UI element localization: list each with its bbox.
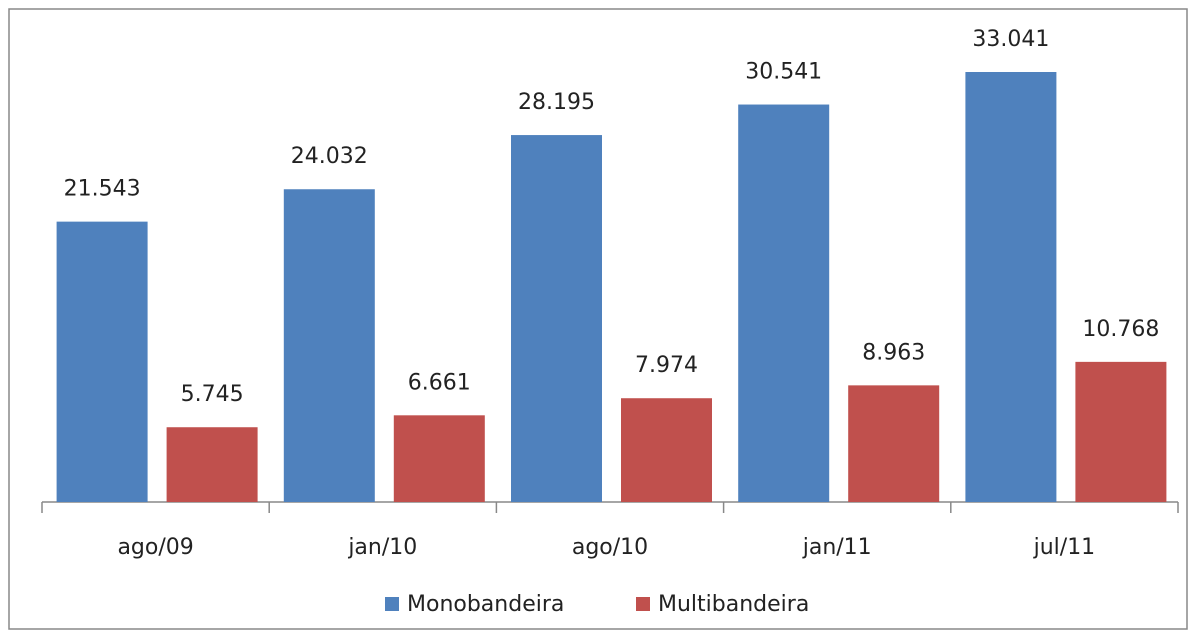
bar bbox=[283, 189, 375, 503]
data-label: 6.661 bbox=[408, 370, 471, 395]
legend-swatch bbox=[385, 597, 399, 611]
bar bbox=[166, 427, 258, 502]
data-label: 10.768 bbox=[1082, 317, 1159, 342]
legend-swatch bbox=[636, 597, 650, 611]
bar bbox=[621, 398, 712, 502]
bar bbox=[393, 415, 485, 502]
bar bbox=[511, 135, 602, 502]
data-label: 7.974 bbox=[635, 353, 698, 378]
x-tick-label: jan/11 bbox=[802, 535, 872, 560]
x-tick-label: jan/10 bbox=[347, 535, 417, 560]
data-label: 21.543 bbox=[64, 177, 141, 202]
x-tick-label: ago/09 bbox=[117, 535, 193, 560]
bar bbox=[965, 72, 1057, 502]
data-label: 24.032 bbox=[291, 144, 368, 169]
bar bbox=[738, 104, 830, 502]
bar bbox=[1075, 361, 1167, 502]
legend-label: Monobandeira bbox=[407, 592, 564, 617]
x-tick-label: ago/10 bbox=[572, 535, 648, 560]
data-label: 8.963 bbox=[862, 340, 925, 365]
x-tick-label: jul/11 bbox=[1033, 535, 1096, 560]
data-label: 28.195 bbox=[518, 90, 595, 115]
data-label: 33.041 bbox=[972, 27, 1049, 52]
bar bbox=[56, 221, 148, 502]
data-label: 5.745 bbox=[181, 382, 244, 407]
bar bbox=[848, 385, 940, 502]
data-label: 30.541 bbox=[745, 60, 822, 85]
legend-label: Multibandeira bbox=[658, 592, 809, 617]
